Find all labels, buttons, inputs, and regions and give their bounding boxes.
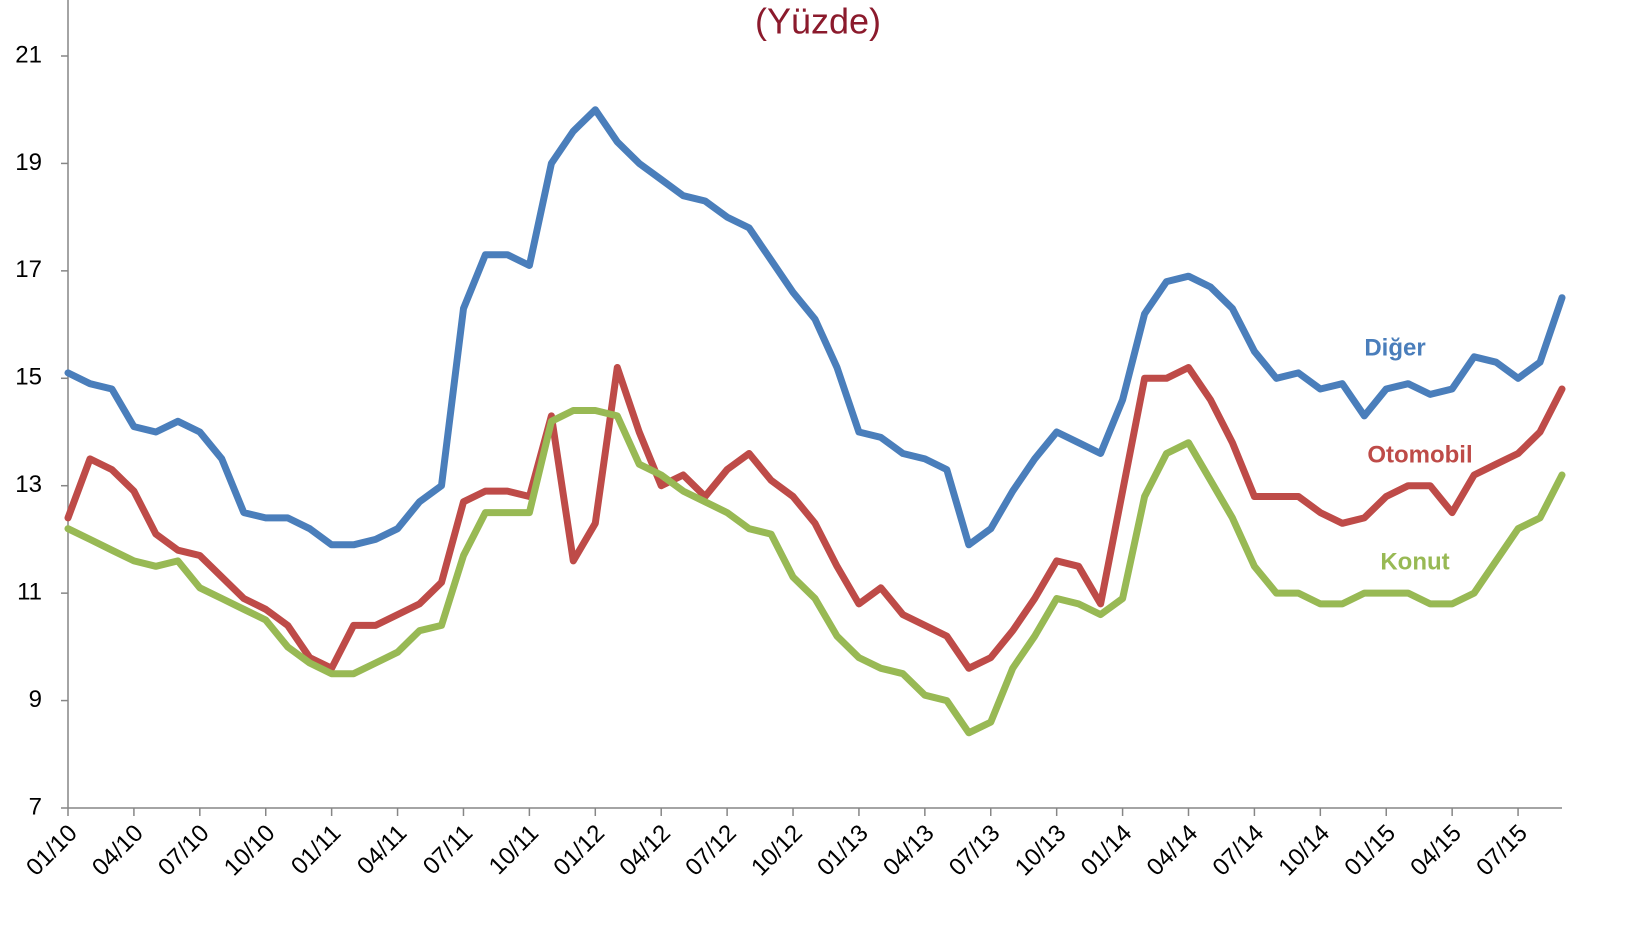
- x-tick-label: 04/13: [878, 820, 940, 882]
- series-label: Diğer: [1364, 334, 1425, 361]
- x-tick-label: 10/14: [1273, 820, 1335, 882]
- x-tick-label: 01/11: [286, 820, 346, 880]
- x-tick-label: 07/15: [1471, 820, 1533, 882]
- series-label: Konut: [1380, 548, 1449, 575]
- series-label: Otomobil: [1367, 441, 1472, 468]
- x-tick-label: 07/11: [418, 820, 478, 880]
- x-tick-label: 01/15: [1339, 820, 1401, 882]
- x-tick-label: 07/10: [153, 820, 215, 882]
- x-tick-label: 04/15: [1405, 820, 1467, 882]
- y-tick-label: 17: [15, 256, 42, 283]
- x-tick-label: 10/11: [484, 820, 544, 880]
- series-line: [64, 106, 1566, 549]
- y-tick-label: 11: [17, 578, 42, 605]
- x-tick-label: 01/13: [812, 820, 874, 882]
- x-tick-label: 04/10: [87, 820, 149, 882]
- x-tick-label: 01/12: [548, 820, 610, 882]
- x-tick-label: 01/14: [1076, 820, 1138, 882]
- x-tick-label: 04/12: [614, 820, 676, 882]
- x-tick-label: 07/12: [680, 820, 742, 882]
- y-tick-label: 7: [29, 793, 42, 820]
- x-tick-label: 01/10: [21, 820, 83, 882]
- y-tick-label: 9: [29, 686, 42, 713]
- y-tick-label: 13: [15, 471, 42, 498]
- x-tick-label: 10/10: [219, 820, 281, 882]
- x-tick-label: 07/14: [1208, 820, 1270, 882]
- series-line: [64, 364, 1566, 672]
- y-tick-label: 19: [15, 149, 42, 176]
- chart-title: (Yüzde): [755, 1, 881, 42]
- y-tick-label: 21: [15, 41, 42, 68]
- x-tick-label: 07/13: [944, 820, 1006, 882]
- x-tick-label: 10/13: [1010, 820, 1072, 882]
- series-line: [64, 407, 1566, 737]
- y-tick-label: 15: [15, 364, 42, 391]
- x-tick-label: 04/14: [1142, 820, 1204, 882]
- x-tick-label: 10/12: [746, 820, 808, 882]
- x-tick-label: 04/11: [352, 820, 412, 880]
